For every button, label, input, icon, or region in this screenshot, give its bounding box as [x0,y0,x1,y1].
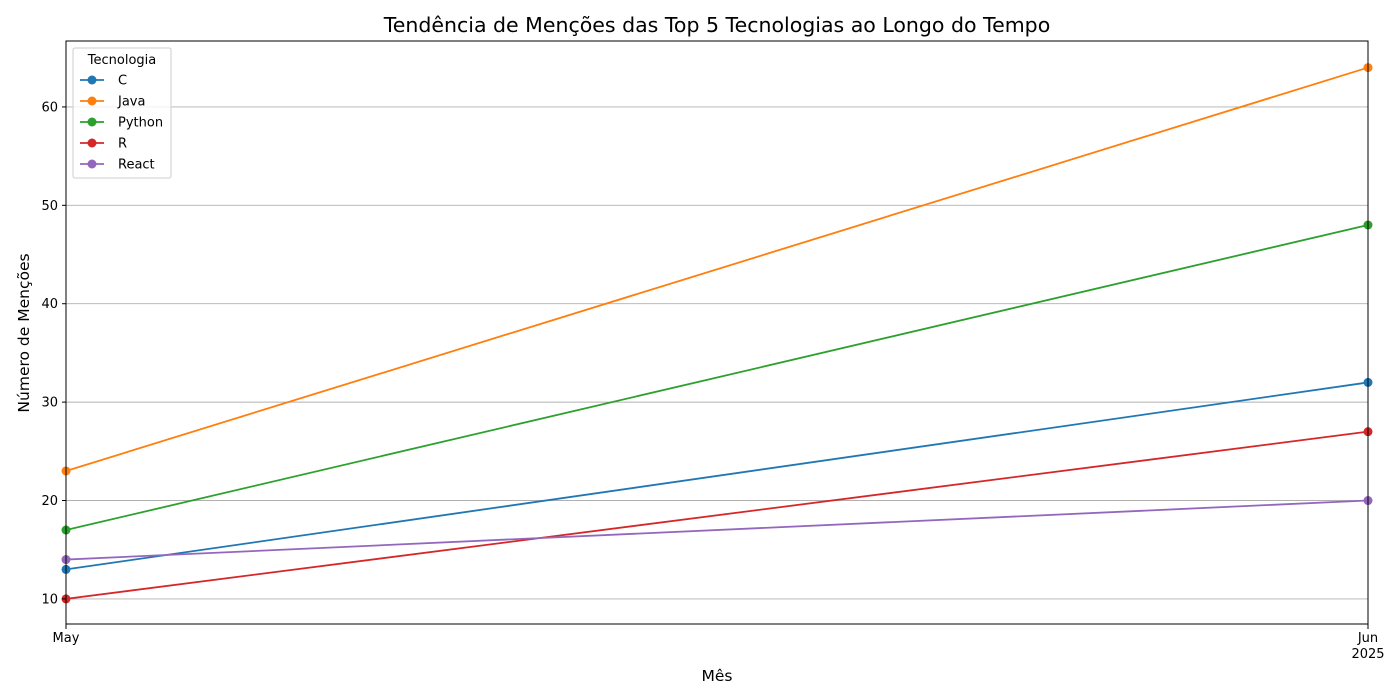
y-axis-title: Número de Menções [15,253,33,412]
legend-items: C Java Python R React [80,74,163,173]
legend-label-c: C [118,74,127,89]
legend-marker-java [87,96,97,106]
y-tick-label: 30 [41,396,58,411]
x-tick-year-label: 2025 [1351,647,1384,662]
plot-area-frame [65,40,1369,625]
legend-label-java: Java [117,95,145,110]
series-line-r [65,430,1369,600]
series-line-c [65,381,1369,571]
x-tick-label: May [53,631,80,646]
legend-label-r: R [118,137,127,152]
y-tick-label: 60 [41,100,58,115]
series-line-java [65,66,1369,472]
legend-marker-python [87,117,97,127]
legend-marker-c [87,75,97,85]
y-tick-label: 20 [41,494,58,509]
y-tick-label: 10 [41,592,58,607]
legend-title: Tecnologia [87,53,156,68]
grid-lines [66,106,1368,600]
legend-label-python: Python [118,116,163,131]
y-tick-label: 40 [41,297,58,312]
x-axis-title: Mês [702,667,733,685]
series-lines [61,63,1373,604]
series-line-python [65,224,1369,531]
legend-marker-r [87,138,97,148]
legend-label-react: React [118,158,155,173]
series-line-react [65,499,1369,561]
y-axis-ticks: 10 20 30 40 50 60 [41,100,66,607]
legend: Tecnologia C Java Python R React [72,47,172,179]
chart-title: Tendência de Menções das Top 5 Tecnologi… [383,13,1051,37]
legend-marker-react [87,159,97,169]
y-tick-label: 50 [41,199,58,214]
x-tick-label: Jun [1357,631,1378,646]
